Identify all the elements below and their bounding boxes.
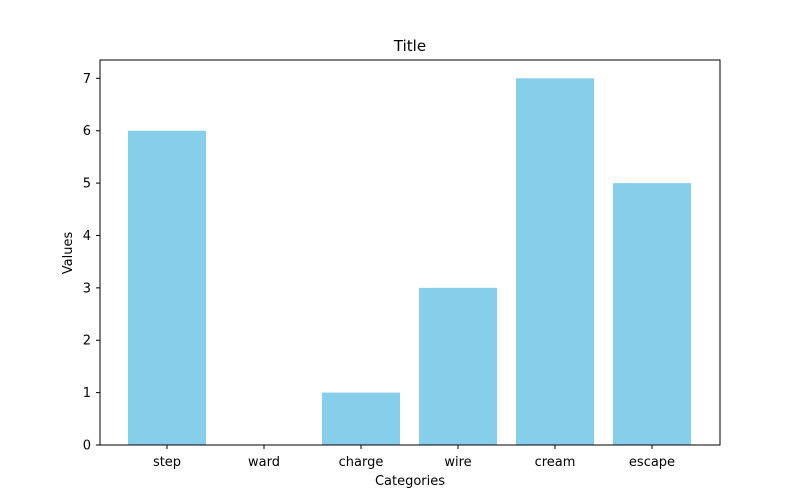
bar-cream [516,78,594,445]
y-tick-label: 2 [83,334,91,349]
y-tick-label: 7 [83,72,91,87]
bar-charge [322,392,400,445]
y-tick-label: 4 [83,229,91,244]
bar-wire [419,287,497,445]
bar-step [128,130,206,445]
y-axis-label: Values [61,232,76,275]
x-tick-label: escape [629,455,675,470]
x-axis-ticks: step ward charge wire cream escape [153,445,675,470]
chart-title: Title [393,37,426,55]
x-tick-label: ward [248,455,280,470]
plot-area-frame [99,59,721,446]
y-tick-label: 0 [83,439,91,454]
x-tick-label: cream [535,455,576,470]
bar-escape [613,183,691,445]
x-tick-label: wire [444,455,471,470]
x-tick-label: step [153,455,181,470]
y-axis-ticks: 0 1 2 3 4 5 6 7 [83,72,100,454]
x-tick-label: charge [339,455,384,470]
bars-group [128,78,691,445]
y-tick-label: 3 [83,281,91,296]
y-tick-label: 1 [83,386,91,401]
y-tick-label: 6 [83,124,91,139]
x-axis-label: Categories [375,474,445,489]
y-tick-label: 5 [83,177,91,192]
